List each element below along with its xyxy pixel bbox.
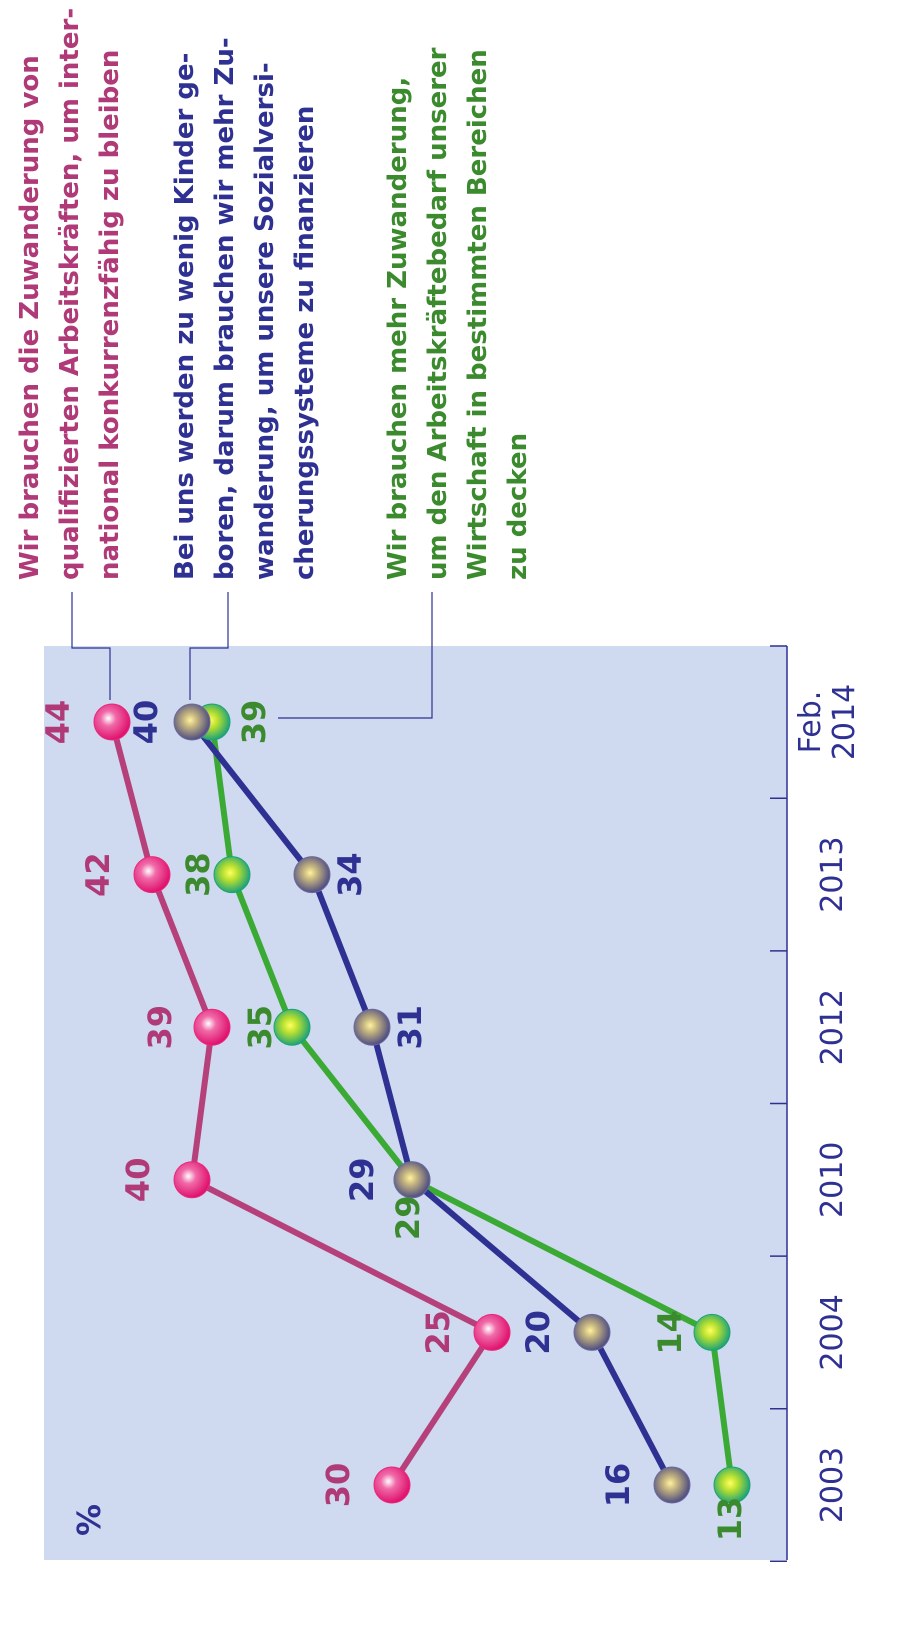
x-tick-label: Feb.2014 bbox=[793, 684, 862, 760]
data-label: 40 bbox=[119, 1158, 157, 1203]
data-label: 44 bbox=[39, 700, 77, 745]
x-tick-label: 2003 bbox=[815, 1447, 850, 1523]
data-label: 29 bbox=[343, 1158, 381, 1203]
marker bbox=[173, 1161, 211, 1199]
marker bbox=[573, 1313, 611, 1351]
data-label: 29 bbox=[389, 1196, 427, 1241]
data-label: 16 bbox=[599, 1463, 637, 1508]
marker bbox=[173, 703, 211, 741]
marker bbox=[213, 856, 251, 894]
data-label: 35 bbox=[241, 1005, 279, 1050]
data-label: 34 bbox=[331, 852, 369, 897]
data-label: 14 bbox=[651, 1310, 689, 1355]
legend-entry: Wir brauchen mehr Zuwanderung, um den Arb… bbox=[383, 47, 533, 580]
plot-area bbox=[44, 646, 787, 1560]
data-label: 20 bbox=[519, 1310, 557, 1355]
data-label: 25 bbox=[419, 1310, 457, 1355]
marker bbox=[473, 1313, 511, 1351]
marker bbox=[93, 703, 131, 741]
marker bbox=[393, 1161, 431, 1199]
data-label: 39 bbox=[141, 1005, 179, 1050]
data-label: 40 bbox=[127, 700, 165, 745]
data-label: 30 bbox=[319, 1463, 357, 1508]
marker bbox=[273, 1008, 311, 1046]
marker bbox=[693, 1313, 731, 1351]
data-label: 39 bbox=[235, 700, 273, 745]
marker bbox=[653, 1466, 691, 1504]
connectors bbox=[71, 592, 433, 719]
series-line bbox=[189, 720, 675, 1487]
data-label: 31 bbox=[391, 1005, 429, 1050]
x-tick-label: 2010 bbox=[815, 1142, 850, 1218]
marker bbox=[353, 1008, 391, 1046]
marker bbox=[373, 1466, 411, 1504]
unit-label: % bbox=[70, 1504, 108, 1536]
marker bbox=[133, 856, 171, 894]
x-tick-label: 2012 bbox=[815, 989, 850, 1065]
series-line bbox=[209, 721, 735, 1486]
x-tick-label: 2013 bbox=[815, 836, 850, 912]
marker bbox=[293, 856, 331, 894]
data-label: 42 bbox=[79, 852, 117, 897]
legend-entry: Bei uns werden zu wenig Kinder ge-boren,… bbox=[170, 37, 320, 580]
data-label: 13 bbox=[711, 1497, 749, 1542]
series-line bbox=[109, 721, 495, 1487]
x-tick-label: 2004 bbox=[815, 1294, 850, 1370]
legend-entry: Wir brauchen die Zuwanderung von qualifiz… bbox=[15, 8, 125, 580]
marker bbox=[713, 1466, 751, 1504]
marker bbox=[193, 1008, 231, 1046]
data-label: 38 bbox=[179, 852, 217, 897]
